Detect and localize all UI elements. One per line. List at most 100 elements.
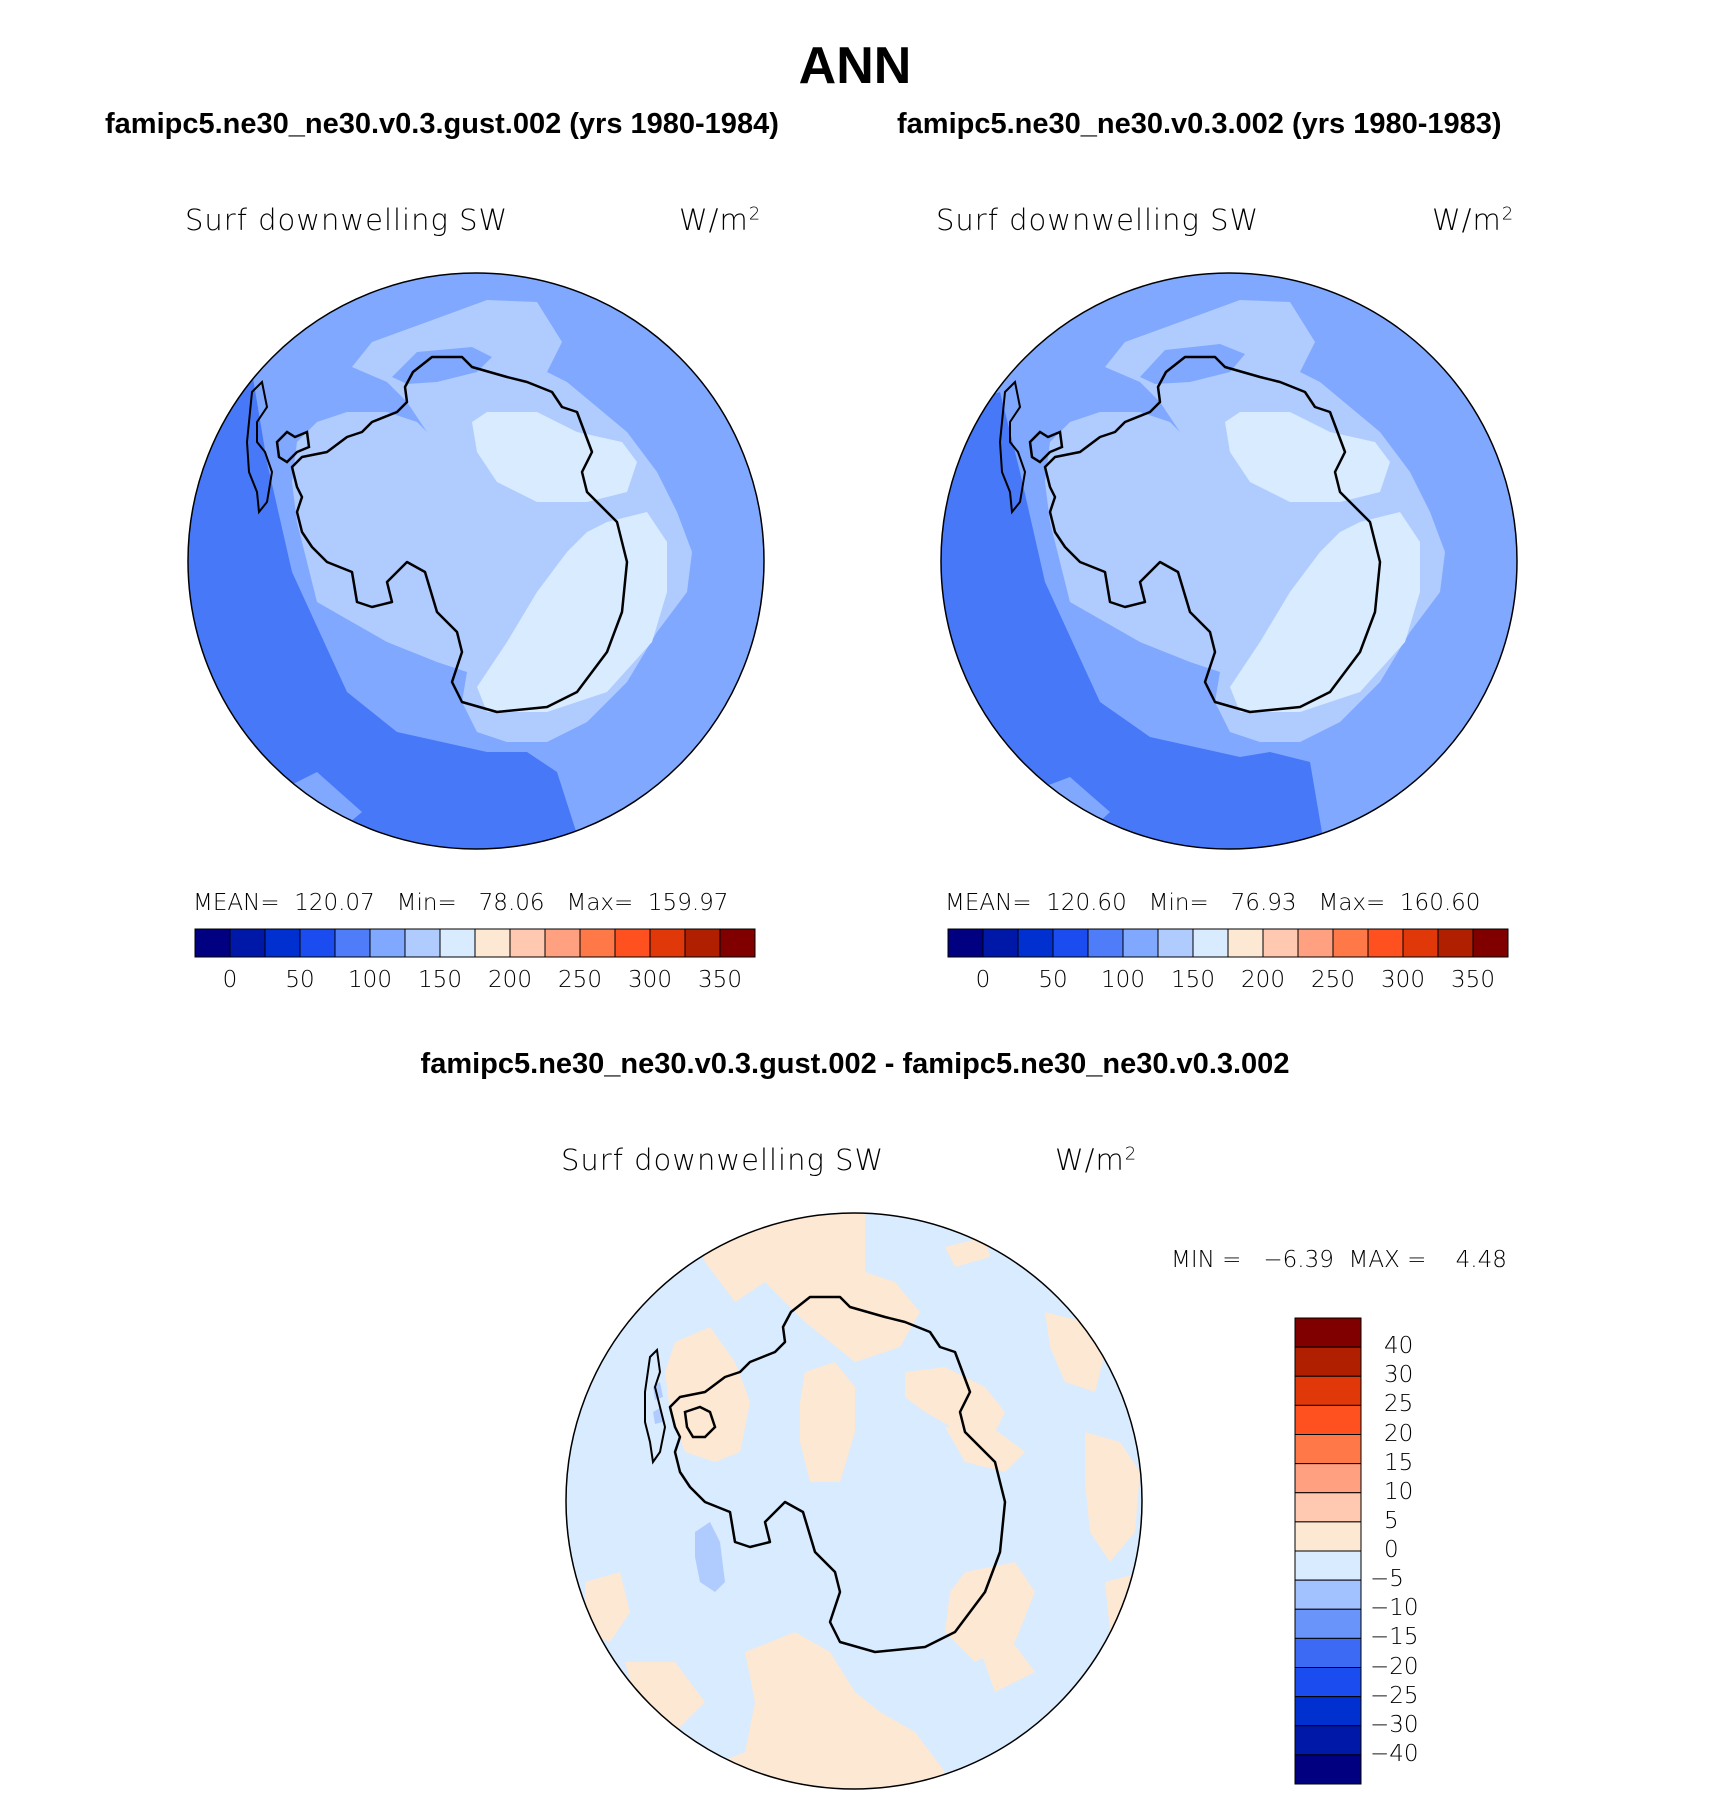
diff-units: W/m2 — [1055, 1143, 1138, 1177]
colorbar-tick-label: 5 — [1384, 1507, 1399, 1534]
colorbar-swatch — [1367, 928, 1404, 958]
colorbar-swatch — [1294, 1375, 1362, 1406]
colorbar-tick-label: 10 — [1384, 1478, 1414, 1505]
right-case-title: famipc5.ne30_ne30.v0.3.002 (yrs 1980-198… — [897, 108, 1502, 140]
colorbar-tick-label: 0 — [975, 967, 991, 993]
ice-shelf-coastline — [275, 430, 311, 464]
map-region-200-250 — [477, 512, 667, 712]
map-region-0-5 — [905, 1367, 1005, 1432]
colorbar-swatch — [439, 928, 476, 958]
panel2-variable: Surf downwelling SW — [936, 203, 1260, 237]
peninsula-coastline — [644, 1347, 667, 1465]
colorbar-swatch — [1294, 1521, 1362, 1552]
antarctica-coastline — [1043, 355, 1382, 714]
colorbar-swatch — [1294, 1550, 1362, 1581]
colorbar-swatch — [1294, 1667, 1362, 1698]
colorbar-swatch — [684, 928, 721, 958]
colorbar-swatch — [299, 928, 336, 958]
map-region-0-5 — [945, 1237, 990, 1267]
map-region-50-100 — [941, 392, 1325, 849]
antarctica-coastline — [668, 1295, 1007, 1654]
colorbar-swatch — [1294, 1725, 1362, 1756]
colorbar-tick-label: −20 — [1370, 1653, 1419, 1680]
colorbar-swatch — [334, 928, 371, 958]
colorbar-tick-label: 300 — [628, 967, 672, 993]
colorbar-swatch — [649, 928, 686, 958]
diff-stats: MIN = −6.39 MAX = 4.48 — [1171, 1247, 1507, 1273]
panel2-units: W/m2 — [1432, 203, 1515, 237]
map-region-0-5 — [945, 1422, 1025, 1472]
colorbar-tick-label: −30 — [1370, 1711, 1419, 1738]
panel1-stats: MEAN= 120.07 Min= 78.06 Max= 159.97 — [193, 890, 729, 916]
map-region-0-5 — [665, 1327, 750, 1462]
map-region-50-100 — [188, 372, 582, 849]
colorbar-swatch — [404, 928, 441, 958]
colorbar-tick-label: −40 — [1370, 1740, 1419, 1767]
panel2-polar-map — [940, 272, 1518, 850]
colorbar-swatch — [1332, 928, 1369, 958]
map-region-0-5 — [800, 1362, 855, 1482]
map-region-0-5 — [970, 1622, 1035, 1692]
map-region-0-5 — [695, 1213, 920, 1362]
map-frame — [565, 1212, 1143, 1790]
colorbar-tick-label: 25 — [1384, 1391, 1414, 1418]
page-title: ANN — [798, 37, 912, 95]
panel1-colorbar — [194, 928, 756, 958]
colorbar-swatch — [369, 928, 406, 958]
colorbar-swatch — [947, 928, 984, 958]
colorbar-tick-label: 100 — [1101, 967, 1145, 993]
map-region-200-250 — [472, 412, 637, 502]
map-region-0-5 — [585, 1572, 630, 1642]
colorbar-tick-label: 150 — [1171, 967, 1215, 993]
diff-colorbar-ticks: 40 30 25 20 15 10 5 0 −5 −10 −15 −20 −25 −30 −40 — [1370, 1318, 1470, 1784]
map-region-0-5 — [745, 1632, 945, 1789]
colorbar-tick-label: 150 — [418, 967, 462, 993]
map-region-0-5-ice-shelf — [690, 1417, 717, 1447]
south-america-coastline — [190, 376, 203, 403]
colorbar-swatch — [1017, 928, 1054, 958]
colorbar-swatch — [1294, 1608, 1362, 1639]
colorbar-swatch — [1294, 1463, 1362, 1494]
colorbar-swatch — [1294, 1754, 1362, 1785]
colorbar-tick-label: 0 — [222, 967, 238, 993]
ice-shelf-coastline — [683, 1405, 717, 1439]
panel2-colorbar-ticks: 0 50 100 150 200 250 300 350 — [948, 967, 1508, 997]
colorbar-tick-label: 350 — [1451, 967, 1495, 993]
panel1-variable: Surf downwelling SW — [185, 203, 509, 237]
colorbar-swatch — [1294, 1434, 1362, 1465]
colorbar-swatch — [719, 928, 756, 958]
ice-shelf-coastline — [1028, 430, 1064, 464]
left-case-title: famipc5.ne30_ne30.v0.3.gust.002 (yrs 198… — [105, 108, 779, 140]
map-region-200-250 — [1225, 412, 1390, 502]
map-region-0-5 — [1085, 1432, 1140, 1562]
peninsula-coastline — [245, 379, 274, 515]
colorbar-swatch — [229, 928, 266, 958]
map-region-0-5 — [945, 1562, 1035, 1662]
colorbar-swatch — [1262, 928, 1299, 958]
colorbar-swatch — [1294, 1637, 1362, 1668]
diff-polar-map — [565, 1212, 1143, 1790]
colorbar-tick-label: 15 — [1384, 1449, 1414, 1476]
colorbar-swatch — [1297, 928, 1334, 958]
map-region-100-150-island — [392, 347, 492, 384]
colorbar-tick-label: 350 — [698, 967, 742, 993]
colorbar-tick-label: −5 — [1370, 1566, 1404, 1593]
colorbar-tick-label: 250 — [1311, 967, 1355, 993]
colorbar-swatch — [614, 928, 651, 958]
colorbar-swatch — [194, 928, 231, 958]
colorbar-swatch — [1087, 928, 1124, 958]
colorbar-swatch — [509, 928, 546, 958]
colorbar-tick-label: −15 — [1370, 1624, 1419, 1651]
colorbar-swatch — [579, 928, 616, 958]
colorbar-swatch — [1294, 1579, 1362, 1610]
colorbar-tick-label: 40 — [1384, 1333, 1414, 1360]
panel2-colorbar — [947, 928, 1509, 958]
panel1-polar-map — [187, 272, 765, 850]
colorbar-swatch — [474, 928, 511, 958]
south-america-coastline — [943, 376, 956, 403]
colorbar-tick-label: 300 — [1381, 967, 1425, 993]
diff-case-title: famipc5.ne30_ne30.v0.3.gust.002 - famipc… — [420, 1048, 1290, 1080]
map-frame — [940, 272, 1518, 850]
colorbar-tick-label: 100 — [348, 967, 392, 993]
map-region-neg-10-neg-5 — [695, 1522, 725, 1592]
